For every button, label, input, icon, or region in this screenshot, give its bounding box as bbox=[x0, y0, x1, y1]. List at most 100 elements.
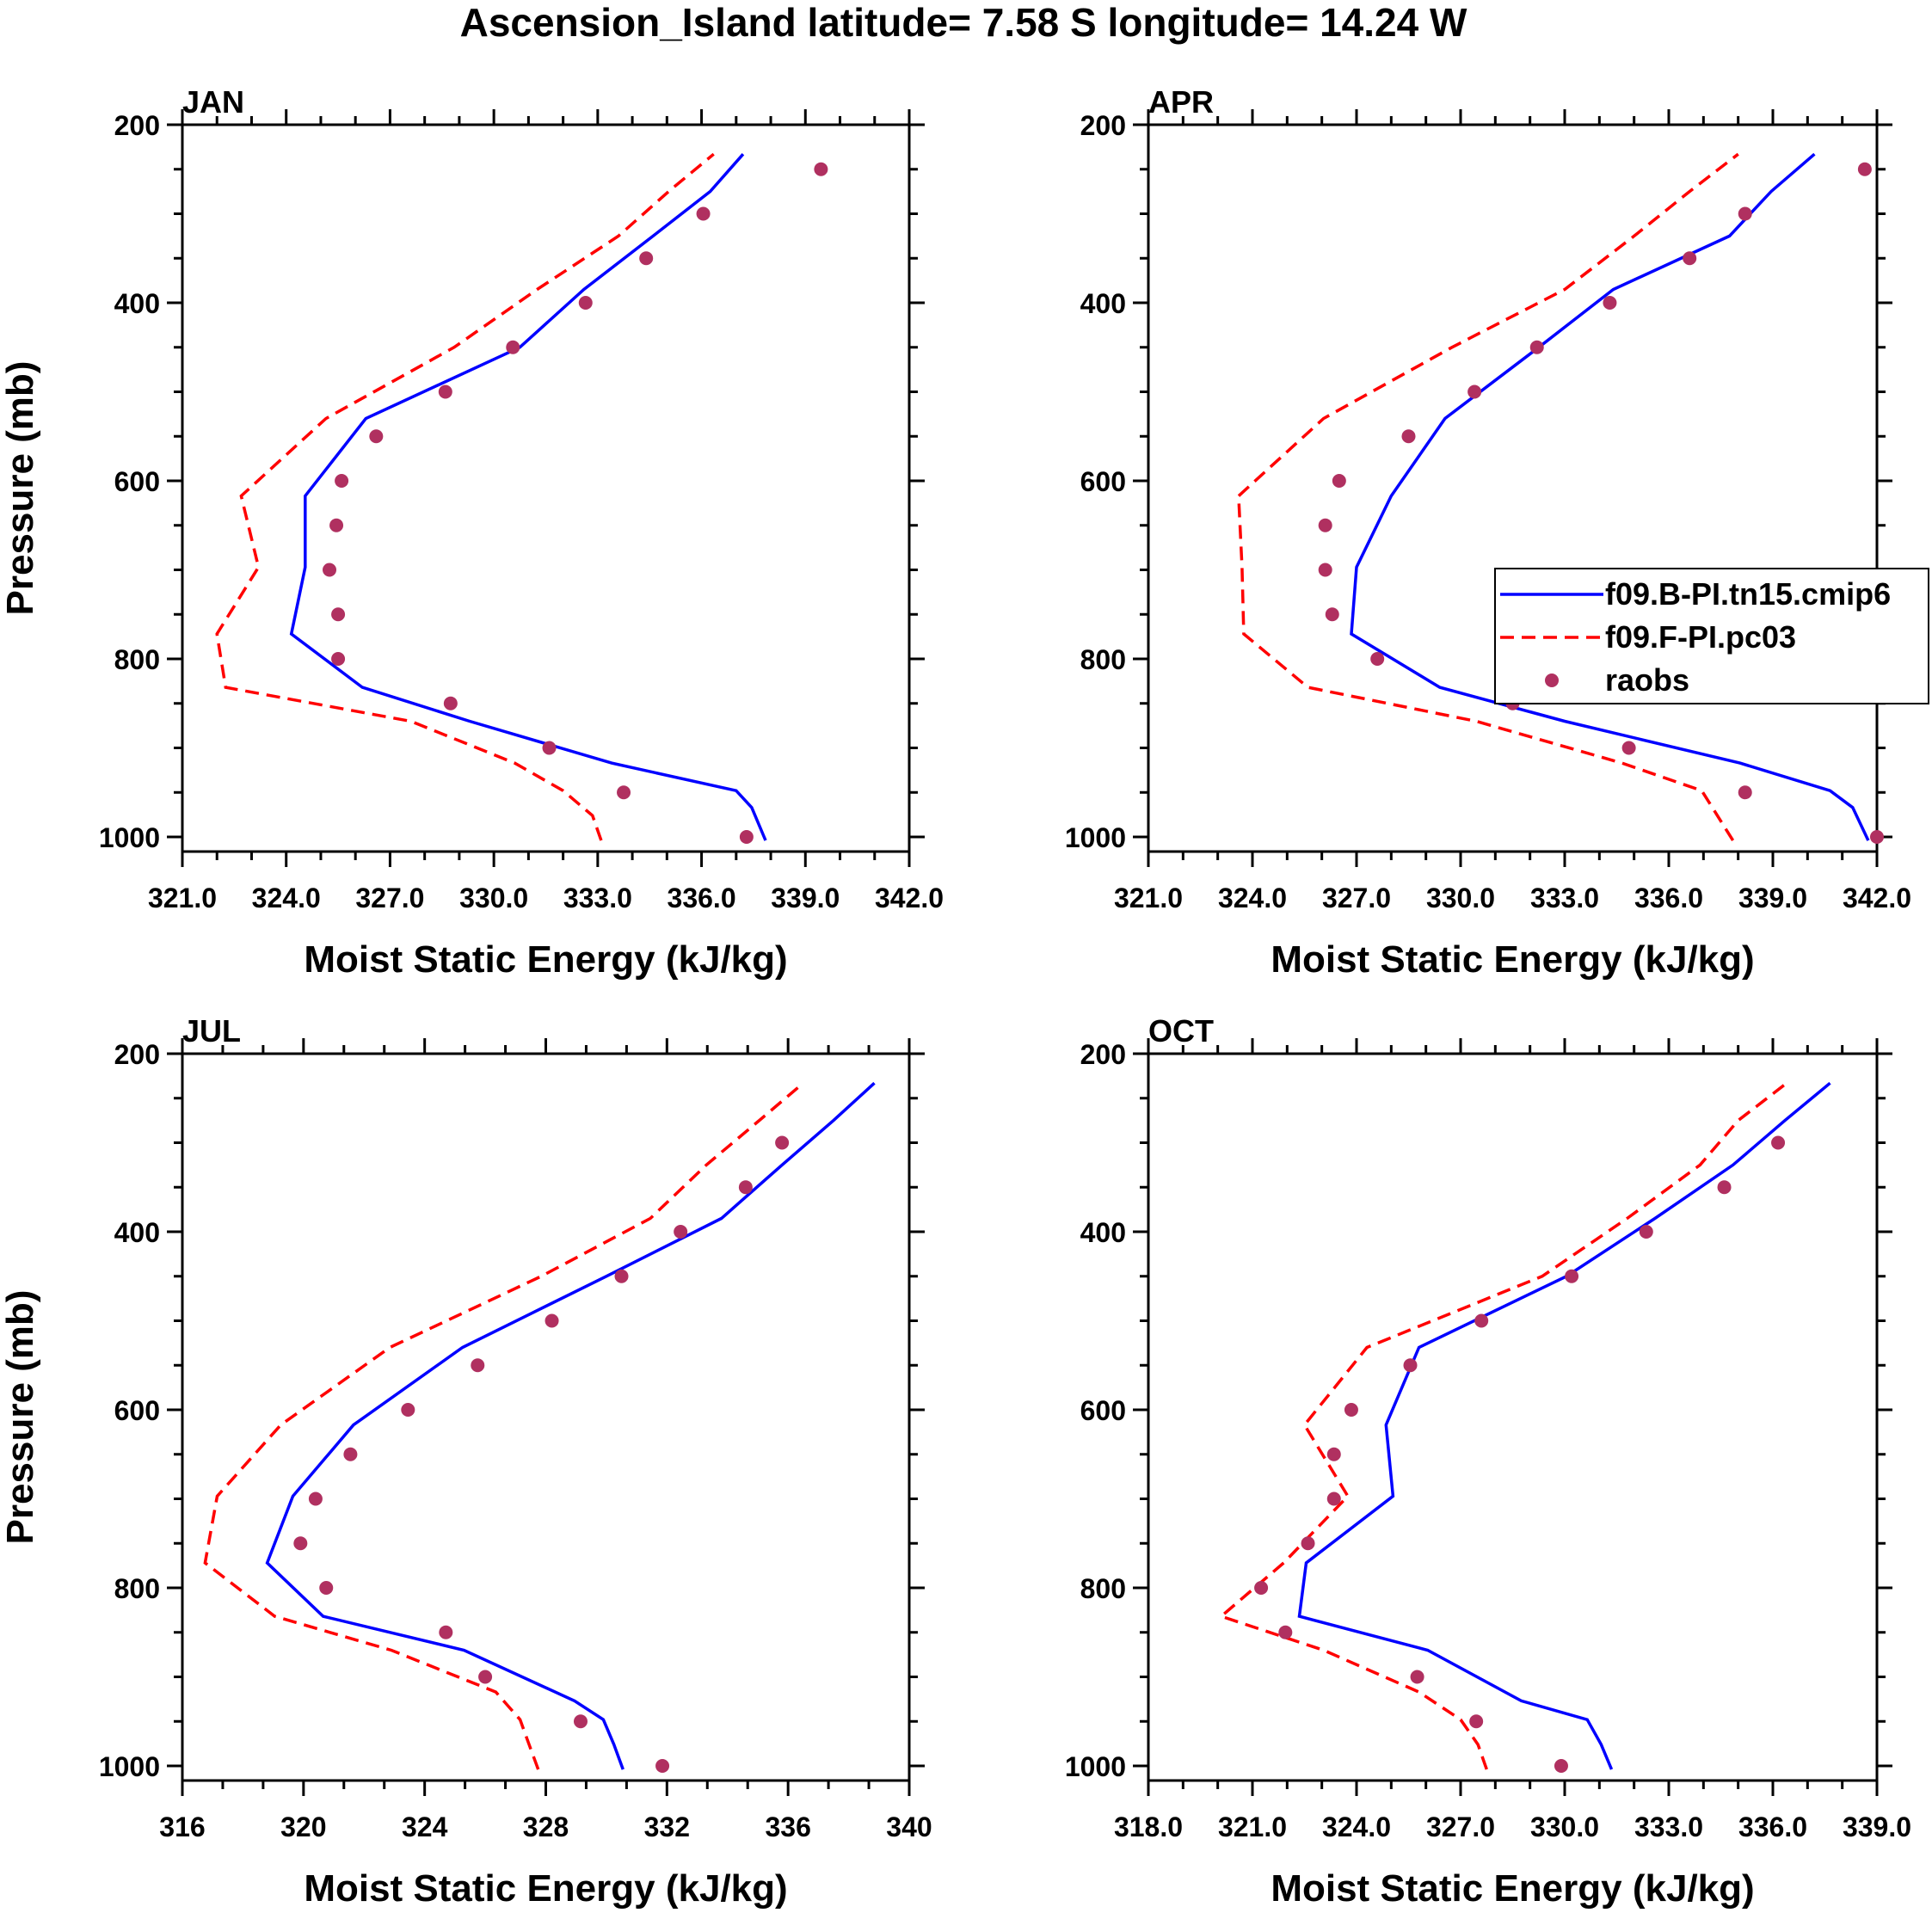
raobs-point bbox=[438, 384, 452, 399]
legend-label: f09.B-PI.tn15.cmip6 bbox=[1605, 576, 1891, 612]
series-line-f09-f bbox=[215, 152, 715, 841]
raobs-point bbox=[1254, 1581, 1269, 1595]
raobs-point bbox=[655, 1759, 670, 1773]
raobs-point bbox=[739, 830, 754, 844]
raobs-point bbox=[639, 251, 654, 266]
raobs-point bbox=[1639, 1225, 1653, 1239]
x-tick-label: 342.0 bbox=[1843, 883, 1911, 913]
legend-label: f09.F-PI.pc03 bbox=[1605, 619, 1796, 655]
x-tick-label: 324.0 bbox=[1218, 883, 1287, 913]
x-tick-label: 321.0 bbox=[1218, 1811, 1287, 1842]
x-tick-label: 336 bbox=[765, 1811, 810, 1842]
y-tick-label: 1000 bbox=[99, 822, 160, 853]
plot-frame bbox=[1147, 123, 1879, 853]
y-tick-label: 600 bbox=[114, 1395, 160, 1426]
y-tick-label: 1000 bbox=[99, 1751, 160, 1782]
raobs-point bbox=[1301, 1536, 1315, 1551]
x-tick-label: 327.0 bbox=[1322, 883, 1391, 913]
raobs-point bbox=[1403, 1358, 1418, 1373]
panel-title: OCT bbox=[1148, 1013, 1214, 1049]
y-tick-label: 800 bbox=[1080, 644, 1126, 675]
panel-jul: JUL 316 320 324 328 332 336 340 200 400 600 800 1000… bbox=[0, 1013, 932, 1910]
raobs-point bbox=[1565, 1269, 1579, 1283]
x-tick-label: 342.0 bbox=[875, 883, 944, 913]
y-tick-label: 800 bbox=[114, 644, 160, 675]
figure-title: Ascension_Island latitude= 7.58 S longit… bbox=[460, 0, 1467, 45]
raobs-point bbox=[331, 652, 346, 666]
raobs-point bbox=[1332, 474, 1346, 488]
raobs-point bbox=[1857, 162, 1872, 176]
raobs-point bbox=[335, 474, 349, 488]
panel-title: APR bbox=[1148, 84, 1214, 120]
x-axis-label: Moist Static Energy (kJ/kg) bbox=[1271, 1867, 1754, 1910]
raobs-point bbox=[1410, 1670, 1424, 1684]
x-tick-label: 330.0 bbox=[1426, 883, 1495, 913]
raobs-point bbox=[1325, 607, 1339, 622]
panel-jan: JAN 321.0 324.0 327.0 330.0 333.0 336.0 339.0 34… bbox=[0, 84, 944, 981]
panel-title: JUL bbox=[182, 1013, 241, 1049]
x-tick-label: 339.0 bbox=[771, 883, 840, 913]
raobs-point bbox=[1370, 652, 1385, 666]
x-tick-label: 321.0 bbox=[148, 883, 217, 913]
x-tick-label: 333.0 bbox=[1530, 883, 1599, 913]
raobs-point bbox=[1318, 563, 1332, 577]
panels: JAN 321.0 324.0 327.0 330.0 333.0 336.0 339.0 34… bbox=[0, 84, 1911, 1910]
panel-title: JAN bbox=[182, 84, 244, 120]
x-tick-label: 336.0 bbox=[1738, 1811, 1807, 1842]
raobs-point bbox=[573, 1714, 588, 1729]
raobs-point bbox=[617, 785, 631, 800]
raobs-point bbox=[1326, 1492, 1341, 1506]
raobs-point bbox=[323, 563, 337, 577]
series-line-f09-f bbox=[203, 1081, 804, 1770]
x-axis-label: Moist Static Energy (kJ/kg) bbox=[1271, 938, 1754, 981]
series-line-f09-f bbox=[1237, 152, 1739, 842]
x-tick-label: 332 bbox=[644, 1811, 690, 1842]
raobs-point bbox=[343, 1447, 358, 1461]
raobs-point bbox=[674, 1225, 688, 1239]
panel-oct: OCT 318.0 321.0 324.0 327.0 330.0 333.0 336.0 33… bbox=[1065, 1013, 1911, 1910]
raobs-point bbox=[1738, 206, 1752, 221]
y-tick-label: 200 bbox=[1080, 110, 1126, 141]
raobs-point bbox=[542, 741, 557, 755]
y-tick-label: 800 bbox=[114, 1573, 160, 1604]
y-tick-label: 400 bbox=[1080, 288, 1126, 319]
x-tick-label: 324.0 bbox=[1322, 1811, 1391, 1842]
x-tick-label: 330.0 bbox=[459, 883, 528, 913]
raobs-point bbox=[1554, 1759, 1568, 1773]
series-line-f09-f bbox=[1218, 1081, 1788, 1770]
y-tick-label: 800 bbox=[1080, 1573, 1126, 1604]
x-tick-label: 320 bbox=[280, 1811, 326, 1842]
panel-apr: APR 321.0 324.0 327.0 330.0 333.0 336.0 339.0 34… bbox=[1065, 84, 1911, 981]
raobs-point bbox=[545, 1313, 559, 1328]
raobs-point bbox=[1401, 429, 1416, 444]
raobs-point bbox=[1469, 1714, 1484, 1729]
x-tick-label: 330.0 bbox=[1530, 1811, 1599, 1842]
raobs-point bbox=[329, 518, 344, 532]
y-axis-label: Pressure (mb) bbox=[0, 1290, 41, 1545]
raobs-point bbox=[738, 1180, 753, 1195]
raobs-point bbox=[1467, 384, 1482, 399]
raobs-point bbox=[1771, 1135, 1786, 1150]
y-tick-label: 1000 bbox=[1065, 1751, 1126, 1782]
raobs-point bbox=[1683, 251, 1697, 266]
raobs-point bbox=[1621, 741, 1636, 755]
plot-frame bbox=[181, 123, 911, 853]
x-tick-label: 318.0 bbox=[1114, 1811, 1183, 1842]
raobs-point bbox=[369, 429, 384, 444]
raobs-point bbox=[1318, 518, 1332, 532]
raobs-point bbox=[293, 1536, 308, 1551]
x-tick-label: 327.0 bbox=[355, 883, 424, 913]
raobs-point bbox=[1738, 785, 1752, 800]
x-tick-label: 340 bbox=[886, 1811, 932, 1842]
raobs-point bbox=[401, 1403, 415, 1417]
x-tick-label: 336.0 bbox=[1634, 883, 1703, 913]
y-tick-label: 600 bbox=[114, 466, 160, 497]
raobs-point bbox=[1717, 1180, 1732, 1195]
y-tick-label: 400 bbox=[1080, 1217, 1126, 1248]
raobs-point bbox=[775, 1135, 790, 1150]
x-tick-label: 328 bbox=[523, 1811, 569, 1842]
legend: f09.B-PI.tn15.cmip6 f09.F-PI.pc03 raobs bbox=[1494, 568, 1929, 704]
raobs-point bbox=[1474, 1313, 1489, 1328]
legend-marker-raobs bbox=[1545, 673, 1559, 687]
x-tick-label: 333.0 bbox=[1634, 1811, 1703, 1842]
